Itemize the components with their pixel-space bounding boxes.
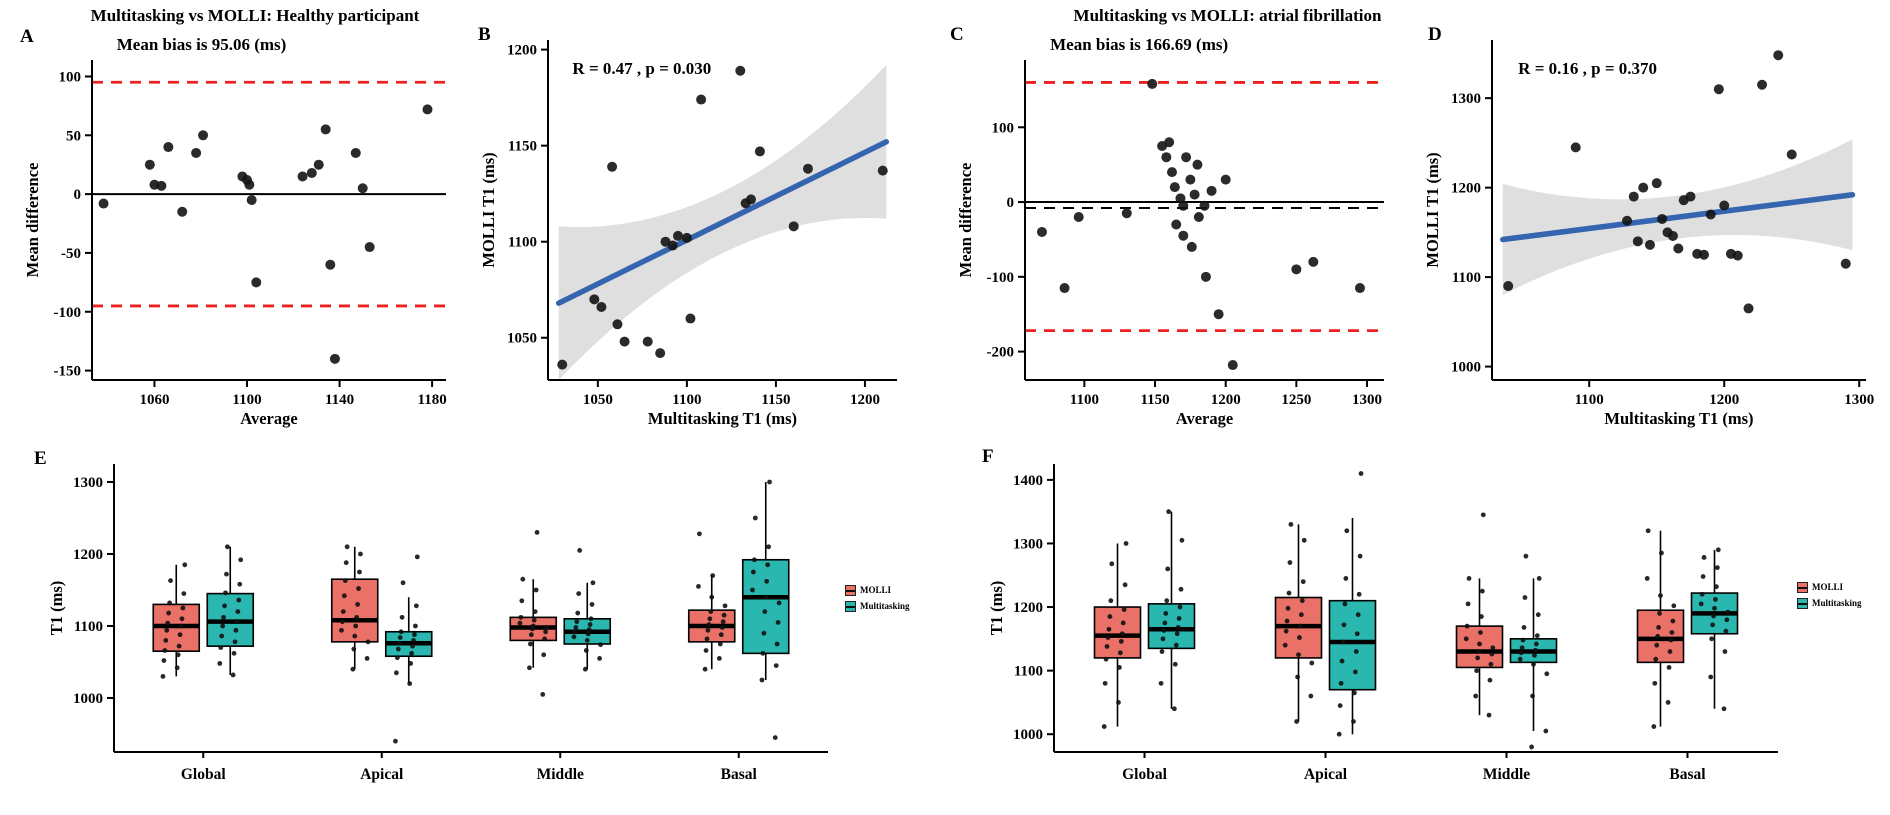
panel-label-d: D	[1428, 24, 1442, 45]
legend-af: MOLLI Multitasking	[1797, 582, 1862, 609]
boxplot-af-chart: 1000 1100 1200 1300 1400 Global Apical Middle Ba…	[987, 464, 1778, 783]
svg-text:1300: 1300	[1451, 91, 1481, 107]
panel-label-a: A	[20, 26, 34, 47]
svg-text:0: 0	[1007, 195, 1015, 211]
svg-text:1200: 1200	[507, 43, 537, 59]
svg-text:1000: 1000	[1013, 727, 1043, 743]
legend-item-molli: MOLLI	[1797, 582, 1862, 593]
svg-text:Multitasking T1 (ms): Multitasking T1 (ms)	[648, 409, 797, 428]
svg-text:1100: 1100	[74, 619, 103, 635]
multitasking-box-swatch-icon	[845, 601, 856, 612]
svg-text:1200: 1200	[1211, 392, 1241, 408]
svg-text:1100: 1100	[1070, 392, 1099, 408]
svg-text:-200: -200	[987, 345, 1015, 361]
boxplot-healthy-chart: 1000 1100 1200 1300 Global Apical Middle Basal T…	[47, 464, 828, 783]
svg-text:Middle: Middle	[537, 766, 584, 783]
svg-text:1300: 1300	[1352, 392, 1382, 408]
legend-label-multitasking: Multitasking	[1812, 598, 1862, 608]
multitasking-box-swatch-icon	[1797, 598, 1808, 609]
legend-label-molli: MOLLI	[1812, 582, 1844, 592]
svg-text:Mean bias is 166.69 (ms): Mean bias is 166.69 (ms)	[1050, 35, 1228, 54]
figure-title-healthy: Multitasking vs MOLLI: Healthy participa…	[90, 6, 420, 25]
svg-text:T1 (ms): T1 (ms)	[47, 581, 66, 636]
svg-text:Global: Global	[1122, 766, 1167, 783]
figure-title-af: Multitasking vs MOLLI: atrial fibrillati…	[1073, 6, 1382, 25]
svg-text:MOLLI T1 (ms): MOLLI T1 (ms)	[479, 152, 498, 267]
svg-text:1150: 1150	[761, 392, 790, 408]
svg-text:Mean bias is 95.06 (ms): Mean bias is 95.06 (ms)	[117, 35, 287, 54]
svg-text:1200: 1200	[850, 392, 880, 408]
panel-label-b: B	[478, 24, 491, 45]
svg-text:T1 (ms): T1 (ms)	[987, 581, 1006, 636]
svg-text:R = 0.47 , p = 0.030: R = 0.47 , p = 0.030	[572, 59, 711, 78]
svg-text:-150: -150	[54, 364, 82, 380]
svg-text:Middle: Middle	[1483, 766, 1530, 783]
legend-item-molli: MOLLI	[845, 585, 910, 596]
svg-text:1200: 1200	[1451, 181, 1481, 197]
svg-text:1100: 1100	[672, 392, 701, 408]
svg-text:Mean difference: Mean difference	[956, 163, 975, 278]
svg-text:Mean difference: Mean difference	[23, 163, 42, 278]
svg-text:Apical: Apical	[1304, 766, 1348, 783]
svg-text:1100: 1100	[1452, 270, 1481, 286]
svg-text:Multitasking T1 (ms): Multitasking T1 (ms)	[1604, 409, 1753, 428]
svg-text:1050: 1050	[583, 392, 613, 408]
molli-box-swatch-icon	[845, 585, 856, 596]
svg-text:100: 100	[992, 120, 1015, 136]
svg-text:1300: 1300	[73, 475, 103, 491]
svg-text:Average: Average	[240, 409, 297, 428]
svg-text:1000: 1000	[73, 691, 103, 707]
svg-text:1200: 1200	[73, 547, 103, 563]
correlation-af-chart: 1000 1100 1200 1300 1100 1200 1300 Multitasking…	[1423, 40, 1874, 428]
svg-text:1140: 1140	[325, 392, 354, 408]
svg-text:-100: -100	[987, 270, 1015, 286]
svg-text:50: 50	[66, 128, 81, 144]
svg-text:1000: 1000	[1451, 360, 1481, 376]
svg-text:1100: 1100	[1014, 664, 1043, 680]
svg-text:1200: 1200	[1709, 392, 1739, 408]
bland-altman-healthy-chart: -150 -100 -50 0 50 100 1060 1100 1140 1180 Average…	[23, 35, 447, 428]
legend-item-multitasking: Multitasking	[1797, 598, 1862, 609]
svg-text:1150: 1150	[1140, 392, 1169, 408]
svg-text:Apical: Apical	[360, 766, 404, 783]
legend-item-multitasking: Multitasking	[845, 601, 910, 612]
svg-text:1100: 1100	[232, 392, 261, 408]
svg-text:1200: 1200	[1013, 600, 1043, 616]
legend-healthy: MOLLI Multitasking	[845, 585, 910, 612]
svg-text:1300: 1300	[1844, 392, 1874, 408]
svg-text:Basal: Basal	[721, 766, 758, 783]
panel-label-e: E	[34, 448, 47, 469]
svg-text:Global: Global	[181, 766, 226, 783]
legend-label-multitasking: Multitasking	[860, 601, 910, 611]
svg-text:0: 0	[74, 187, 82, 203]
svg-text:1050: 1050	[507, 331, 537, 347]
svg-text:1250: 1250	[1281, 392, 1311, 408]
bland-altman-af-chart: -200 -100 0 100 1100 1150 1200 1250 1300 Average M…	[956, 35, 1384, 428]
svg-text:Basal: Basal	[1669, 766, 1706, 783]
molli-box-swatch-icon	[1797, 582, 1808, 593]
svg-text:Average: Average	[1176, 409, 1233, 428]
svg-text:MOLLI T1 (ms): MOLLI T1 (ms)	[1423, 152, 1442, 267]
panel-label-c: C	[950, 24, 964, 45]
svg-text:R = 0.16 , p = 0.370: R = 0.16 , p = 0.370	[1518, 59, 1657, 78]
svg-text:1400: 1400	[1013, 473, 1043, 489]
legend-label-molli: MOLLI	[860, 585, 892, 595]
correlation-healthy-chart: 1050 1100 1150 1200 1050 1100 1150 1200 Multitas…	[479, 40, 897, 428]
svg-text:1150: 1150	[508, 139, 537, 155]
svg-text:100: 100	[59, 69, 82, 85]
panel-label-f: F	[982, 446, 994, 467]
svg-text:1100: 1100	[508, 235, 537, 251]
svg-text:-100: -100	[54, 305, 82, 321]
svg-text:-50: -50	[61, 246, 81, 262]
svg-text:1100: 1100	[1575, 392, 1604, 408]
svg-text:1300: 1300	[1013, 536, 1043, 552]
svg-text:1180: 1180	[418, 392, 447, 408]
svg-text:1060: 1060	[139, 392, 169, 408]
